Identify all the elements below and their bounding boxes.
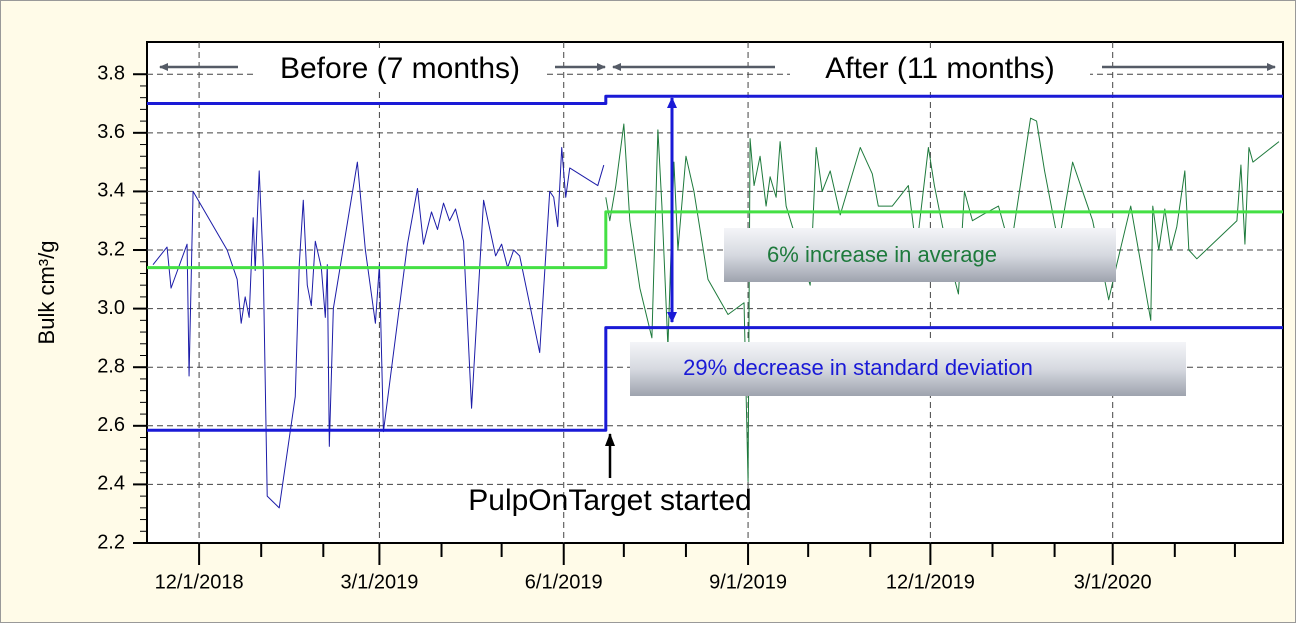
y-tick-label: 2.4	[97, 473, 125, 495]
annotation: After (11 months)	[825, 52, 1055, 85]
y-tick-label: 3.6	[97, 121, 125, 143]
y-tick-label: 2.8	[97, 355, 125, 377]
x-tick-label: 12/1/2019	[886, 571, 975, 593]
label-bg	[255, 52, 545, 88]
y-tick-label: 3.8	[97, 63, 125, 85]
label-bg	[790, 52, 1090, 88]
x-tick-label: 9/1/2019	[709, 571, 787, 593]
callout-box	[724, 228, 1116, 282]
annotation: PulpOnTarget started	[468, 484, 752, 517]
annotation: 6% increase in average	[767, 242, 997, 267]
x-tick-label: 3/1/2019	[340, 571, 418, 593]
data-line	[147, 94, 1283, 106]
y-tick-label: 2.6	[97, 414, 125, 436]
y-axis-label: Bulk cm³/g	[34, 241, 59, 345]
data-line	[147, 210, 1283, 270]
callout-box	[630, 342, 1186, 396]
y-tick-label: 3.0	[97, 297, 125, 319]
annotation: 29% decrease in standard deviation	[683, 355, 1033, 380]
y-tick-label: 3.4	[97, 180, 125, 202]
annotation: Before (7 months)	[280, 52, 520, 85]
x-tick-label: 12/1/2018	[155, 571, 244, 593]
data-line	[147, 326, 1283, 432]
y-tick-label: 2.2	[97, 531, 125, 553]
data-line	[152, 146, 605, 509]
data-line	[605, 117, 1280, 482]
x-tick-label: 3/1/2020	[1074, 571, 1152, 593]
y-tick-label: 3.2	[97, 238, 125, 260]
x-tick-label: 6/1/2019	[525, 571, 603, 593]
